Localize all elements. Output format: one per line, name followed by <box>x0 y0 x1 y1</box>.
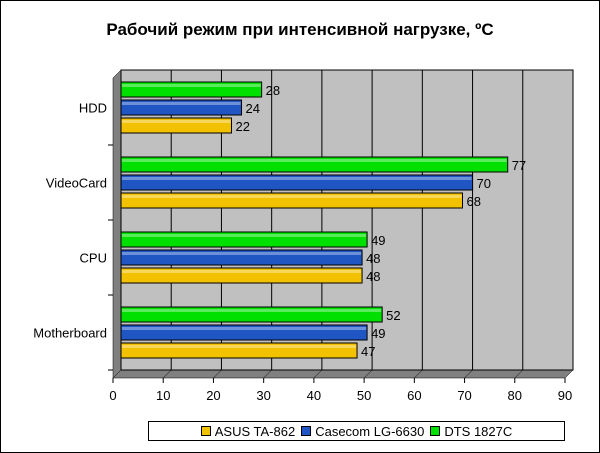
bar <box>120 156 509 173</box>
legend-label-dts: DTS 1827C <box>444 423 513 439</box>
data-label: 24 <box>246 101 260 116</box>
x-tick-label: 30 <box>256 388 270 403</box>
bar <box>120 249 363 266</box>
data-label: 49 <box>371 326 385 341</box>
legend-item-asus: ASUS TA-862 <box>200 423 296 439</box>
category-label: VideoCard <box>46 176 107 191</box>
plot-side-wall <box>112 69 122 379</box>
floor-gridline <box>414 369 423 379</box>
x-tick-label: 0 <box>109 388 116 403</box>
legend-label-asus: ASUS TA-862 <box>214 423 296 439</box>
bar-highlight <box>122 102 241 105</box>
data-label: 49 <box>371 233 385 248</box>
category-label: Motherboard <box>33 326 107 341</box>
legend-swatch-asus <box>200 426 211 436</box>
bar-highlight <box>122 159 507 162</box>
floor-gridline <box>163 369 172 379</box>
floor-gridline <box>112 369 122 379</box>
bar-highlight <box>122 252 362 255</box>
x-tick-label: 40 <box>307 388 321 403</box>
bar-highlight <box>122 84 261 87</box>
legend-item-dts: DTS 1827C <box>430 424 512 439</box>
bar <box>120 174 474 191</box>
bar-highlight <box>122 270 362 273</box>
bar-highlight <box>122 327 367 330</box>
bar <box>120 231 368 248</box>
x-tick-label: 10 <box>156 388 170 403</box>
bar <box>120 99 243 116</box>
x-tick-label: 70 <box>457 388 471 403</box>
floor-gridline <box>564 369 574 379</box>
data-label: 52 <box>386 308 400 323</box>
x-tick-label: 90 <box>558 388 572 403</box>
legend-item-casecom: Casecom LG-6630 <box>301 424 424 439</box>
bar-highlight <box>122 177 472 180</box>
data-label: 47 <box>361 344 375 359</box>
data-label: 22 <box>235 119 249 134</box>
floor-gridline <box>514 369 523 379</box>
floor-gridline <box>464 369 473 379</box>
data-label: 70 <box>477 176 491 191</box>
floor-gridline <box>213 369 222 379</box>
bar <box>120 324 368 341</box>
bar <box>120 342 358 359</box>
bar <box>120 306 383 323</box>
legend-swatch-casecom <box>301 426 312 436</box>
x-tick-label: 20 <box>206 388 220 403</box>
x-tick-label: 50 <box>357 388 371 403</box>
bar-highlight <box>122 120 231 123</box>
chart-title: Рабочий режим при интенсивной нагрузке, … <box>106 20 494 39</box>
plot-floor <box>112 369 574 379</box>
data-label: 48 <box>366 251 380 266</box>
x-tick-label: 60 <box>407 388 421 403</box>
data-label: 68 <box>467 194 481 209</box>
x-tick-label: 80 <box>508 388 522 403</box>
bar-highlight <box>122 345 357 348</box>
floor-gridline <box>313 369 323 379</box>
bar-highlight <box>122 195 462 198</box>
category-label: CPU <box>80 251 107 266</box>
bar <box>120 192 464 209</box>
bar <box>120 81 263 98</box>
legend-swatch-dts <box>430 426 441 436</box>
legend-label-casecom: Casecom LG-6630 <box>315 423 425 439</box>
category-label: HDD <box>79 101 107 116</box>
legend: ASUS TA-862 Casecom LG-6630 DTS 1827C <box>148 421 565 441</box>
floor-gridline <box>363 369 373 379</box>
bar <box>120 117 232 134</box>
floor-gridline <box>263 369 272 379</box>
data-label: 28 <box>266 83 280 98</box>
bar <box>120 267 363 284</box>
data-label: 48 <box>366 269 380 284</box>
data-label: 77 <box>512 158 526 173</box>
bar-highlight <box>122 309 382 312</box>
bar-highlight <box>122 234 367 237</box>
